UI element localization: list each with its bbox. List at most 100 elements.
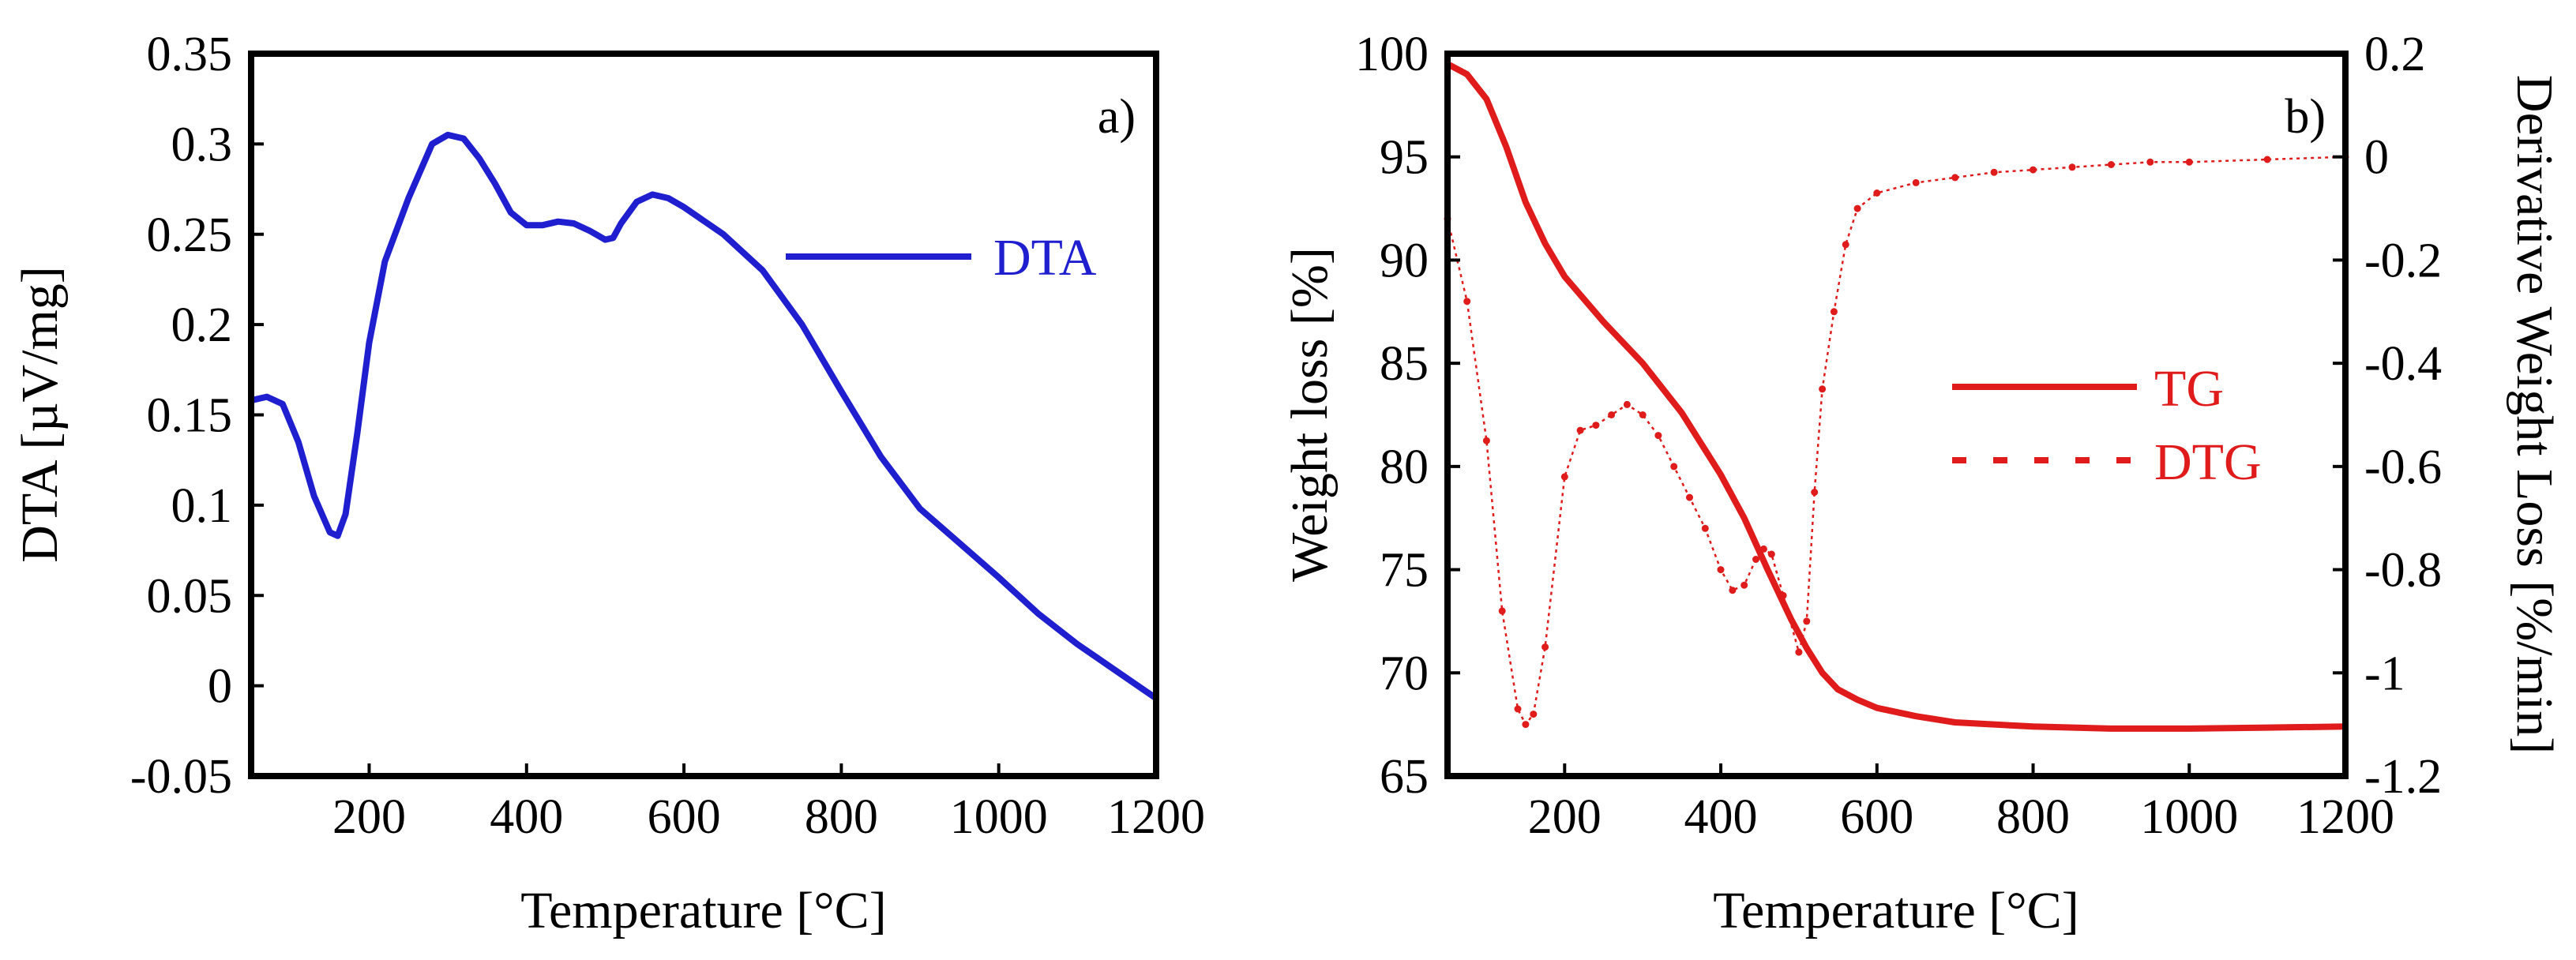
panel-b-plot-frame	[1444, 51, 2349, 779]
dtg-point	[1522, 721, 1530, 729]
tg-line	[1446, 61, 2346, 732]
panel-b-y-axis-label: Weight loss [%]	[1281, 247, 1339, 582]
dtg-point	[1795, 648, 1803, 656]
x-tick-label: 800	[805, 790, 878, 844]
y-tick-label: 0.15	[147, 389, 233, 443]
dtg-point	[2068, 163, 2076, 171]
dtg-point	[1740, 581, 1748, 589]
y2-tick-label: 0.2	[2364, 28, 2426, 81]
dtg-point	[1560, 473, 1568, 481]
y-tick-label: 0.2	[171, 298, 233, 352]
dtg-point	[1541, 643, 1549, 651]
dtg-point	[1779, 591, 1787, 599]
panel-b-y2-ticks: -1.2 -1 -0.8 -0.6 -0.4 -0.2 0 0.2	[2333, 28, 2442, 804]
panel-b-label: b)	[2285, 90, 2326, 144]
x-tick-label: 200	[1528, 790, 1602, 844]
panel-a-x-ticks: 200 400 600 800 1000 1200	[332, 763, 1205, 844]
y-tick-label: 65	[1380, 750, 1429, 804]
x-tick-label: 600	[1840, 790, 1913, 844]
dtg-point	[1729, 587, 1737, 594]
y-tick-label: 95	[1380, 131, 1429, 185]
panel-a-y-axis-label: DTA [µV/mg]	[11, 266, 69, 563]
dtg-point	[1842, 241, 1849, 249]
panel-b-tg-dtg-chart: 200 400 600 800 1000 1200 65 70 75 80 85 90 95 100 -…	[1281, 28, 2563, 939]
dtg-point	[1717, 566, 1725, 574]
dtg-point	[2146, 158, 2154, 166]
dtg-point	[2030, 166, 2037, 174]
dtg-point	[1608, 411, 1616, 418]
x-tick-label: 400	[490, 790, 563, 844]
panel-b-y-ticks: 65 70 75 80 85 90 95 100	[1355, 28, 1460, 804]
legend-label-dta: DTA	[993, 229, 1097, 287]
dtg-point	[1752, 556, 1759, 563]
dtg-point	[1514, 705, 1522, 713]
y-tick-label: 85	[1380, 337, 1429, 391]
dtg-point	[1811, 489, 1819, 496]
panel-b-legend: TG DTG	[1952, 360, 2262, 491]
dtg-point	[1759, 545, 1767, 553]
dtg-point	[1767, 550, 1775, 558]
legend-label-dtg: DTG	[2154, 433, 2262, 491]
dtg-point	[1463, 298, 1471, 306]
dtg-point	[1830, 308, 1838, 316]
panel-b-x-ticks: 200 400 600 800 1000 1200	[1528, 763, 2394, 844]
dtg-point	[1576, 426, 1584, 434]
x-tick-label: 1200	[2296, 790, 2394, 844]
dtg-point	[1639, 411, 1647, 418]
dtg-point	[1853, 204, 1861, 212]
x-tick-label: 400	[1684, 790, 1758, 844]
dtg-point	[1701, 524, 1709, 532]
y-tick-label: 0	[208, 660, 232, 714]
y-tick-label: 0.35	[147, 28, 233, 81]
x-tick-label: 600	[648, 790, 721, 844]
x-tick-label: 1200	[1107, 790, 1205, 844]
dtg-point	[1686, 493, 1693, 501]
dtg-point	[1912, 178, 1920, 186]
y2-tick-label: -1	[2364, 647, 2405, 700]
y-tick-label: 0.25	[147, 208, 233, 262]
dta-series-layer	[250, 131, 1158, 701]
dtg-point	[1990, 168, 1998, 176]
legend-label-tg: TG	[2154, 360, 2224, 418]
y2-tick-label: -0.4	[2364, 337, 2442, 391]
dtg-point	[1654, 432, 1662, 440]
panel-b-x-axis-label: Temperature [°C]	[1713, 882, 2078, 939]
y-tick-label: 70	[1380, 647, 1429, 700]
tg-dtg-series-layer	[1444, 61, 2349, 732]
dtg-point	[1482, 437, 1490, 444]
panel-a-legend: DTA	[786, 229, 1097, 287]
x-tick-label: 1000	[950, 790, 1048, 844]
y2-tick-label: -0.6	[2364, 441, 2442, 494]
dtg-point	[1498, 607, 1506, 615]
y2-tick-label: -0.8	[2364, 544, 2442, 598]
y-tick-label: 75	[1380, 544, 1429, 598]
y-tick-label: 0.05	[147, 569, 233, 623]
y-tick-label: 100	[1355, 28, 1429, 81]
dtg-point	[2107, 161, 2115, 168]
dtg-point	[1873, 189, 1881, 197]
y-tick-label: 80	[1380, 441, 1429, 494]
y-tick-label: 0.3	[171, 118, 233, 171]
x-tick-label: 1000	[2140, 790, 2238, 844]
panel-a-label: a)	[1098, 90, 1136, 144]
y-tick-label: -0.05	[130, 750, 232, 804]
dtg-point	[1530, 711, 1538, 718]
dtg-point	[1670, 463, 1678, 471]
panel-a-x-axis-label: Temperature [°C]	[520, 882, 886, 939]
panel-a-plot-frame	[248, 51, 1159, 779]
panel-a-dta-chart: 200 400 600 800 1000 1200 -0.05 0 0.05 0.1 0.15 0.…	[11, 28, 1205, 939]
dtg-point	[1592, 422, 1600, 429]
dtg-point	[2185, 158, 2193, 166]
y2-tick-label: -0.2	[2364, 234, 2442, 287]
y2-tick-label: -1.2	[2364, 750, 2442, 804]
dtg-point	[2263, 156, 2271, 163]
dtg-point	[1803, 617, 1811, 625]
dtg-point	[1623, 400, 1631, 408]
dtg-point	[1951, 174, 1959, 182]
y-tick-label: 0.1	[171, 479, 233, 533]
panel-a-y-ticks: -0.05 0 0.05 0.1 0.15 0.2 0.25 0.3 0.35	[130, 28, 264, 804]
dta-line	[250, 131, 1158, 701]
x-tick-label: 200	[332, 790, 406, 844]
y-tick-label: 90	[1380, 234, 1429, 287]
